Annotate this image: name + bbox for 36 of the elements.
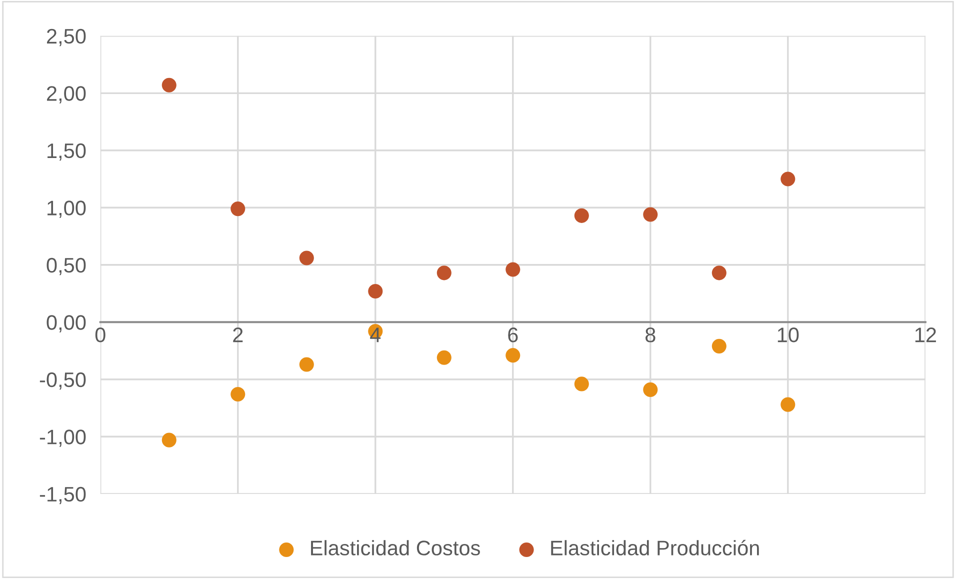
point <box>712 338 726 354</box>
point <box>162 78 176 92</box>
point <box>299 357 314 372</box>
point <box>574 208 589 223</box>
y-tick-label: 1,00 <box>48 200 86 218</box>
point <box>506 262 520 277</box>
point <box>574 376 589 392</box>
point <box>506 348 520 363</box>
point <box>230 202 246 216</box>
y-tick-label: -1,50 <box>40 486 86 504</box>
point <box>230 386 246 402</box>
x-tick-label: 12 <box>915 328 936 342</box>
point <box>299 250 314 266</box>
point <box>643 207 658 222</box>
point <box>780 397 796 412</box>
y-tick-label: 2,50 <box>46 28 86 46</box>
point <box>780 172 796 186</box>
y-tick-label: -0,50 <box>40 372 86 390</box>
x-tick-label: 0 <box>95 328 106 342</box>
x-tick-label: 8 <box>646 328 656 342</box>
point <box>436 350 452 365</box>
point <box>712 266 726 280</box>
y-tick-label: -1,00 <box>40 430 86 447</box>
x-tick-label: 10 <box>778 328 799 342</box>
legend-label: Elasticidad Costos <box>311 540 480 556</box>
x-tick-label: 2 <box>233 328 243 342</box>
y-tick-label: 1,50 <box>48 143 86 161</box>
legend-label: Elasticidad Producción <box>551 540 759 556</box>
y-tick-label: 0,00 <box>46 315 86 332</box>
point <box>643 382 658 397</box>
y-tick-label: 2,00 <box>46 86 86 104</box>
x-tick-label: 6 <box>508 328 518 342</box>
point <box>162 432 176 448</box>
y-tick-label: 0,50 <box>46 258 86 276</box>
point <box>436 266 452 280</box>
point <box>368 284 383 299</box>
